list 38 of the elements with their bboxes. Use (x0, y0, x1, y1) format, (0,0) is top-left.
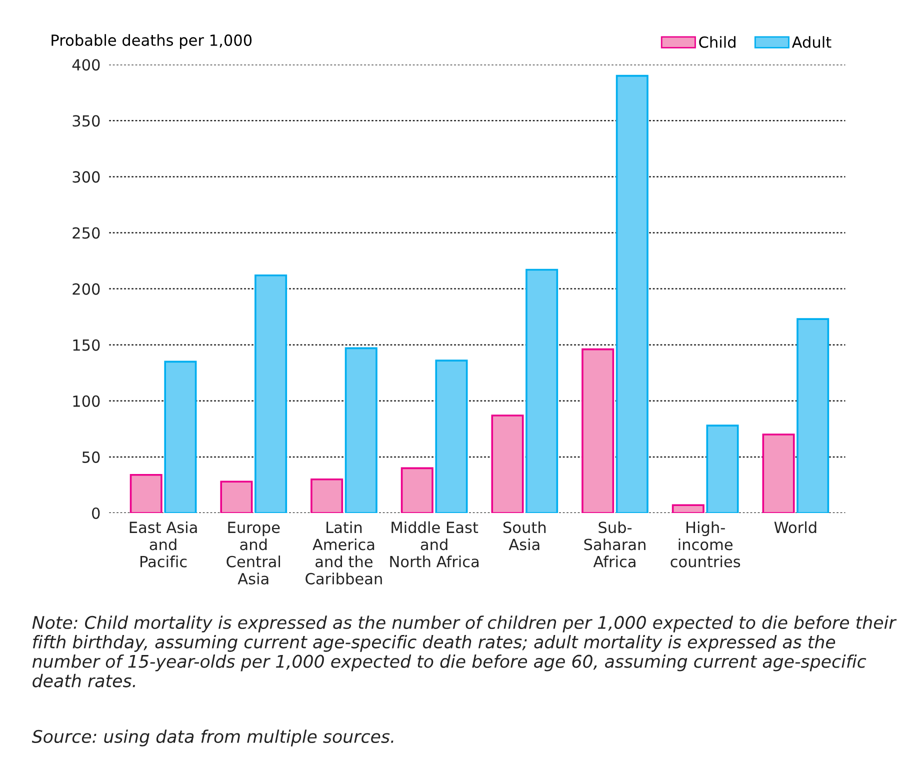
bar (491, 414, 524, 513)
bar (706, 424, 739, 513)
x-tick-label: World (774, 521, 816, 534)
bar (344, 347, 378, 513)
bar (616, 74, 648, 513)
bar (762, 434, 795, 513)
source-note: Source: using data from multiple sources. (32, 730, 394, 746)
y-tick-label: 200 (72, 283, 100, 295)
y-tick-label: 250 (72, 227, 100, 239)
x-tick-label: High- income countries (670, 521, 740, 568)
bar (130, 474, 162, 513)
y-tick-label: 400 (72, 59, 100, 71)
x-tick-label: East Asia and Pacific (130, 521, 197, 568)
y-tick-label: 350 (72, 115, 100, 127)
bar (435, 360, 468, 513)
x-tick-label: Europe and Central Asia (226, 522, 280, 584)
x-tick-label: Middle East and North Africa (390, 521, 478, 568)
y-tick-label: 50 (82, 451, 100, 463)
legend-label: Adult (792, 36, 832, 48)
y-tick-label: 100 (73, 395, 100, 407)
bar (310, 478, 344, 513)
y-tick-label: 150 (73, 339, 100, 351)
y-axis-title: Probable deaths per 1,000 (52, 34, 252, 49)
bar (672, 504, 704, 513)
text: Note: Child mortality is expressed as the number of children per 1,000 expected to die before their fifth birthday, assuming current age-specific death rates; adult mortality is expressed as the number of 15-year-olds per 1,000 expected to die before age 60, assuming current age-specific death rates. (32, 616, 897, 688)
x-tick-label: South Asia (503, 521, 546, 550)
bar (400, 467, 434, 513)
bar (220, 480, 253, 513)
x-tick-label: Latin America and the Caribbean (306, 521, 382, 584)
x-tick-label: Sub- Saharan Africa (584, 521, 646, 568)
legend-label: Child (699, 36, 736, 48)
bar (582, 348, 614, 513)
bar (254, 274, 288, 513)
bar (796, 318, 830, 513)
bar (164, 360, 197, 513)
bar (526, 268, 558, 513)
y-tick-label: 0 (92, 507, 100, 520)
y-tick-label: 300 (72, 171, 100, 183)
